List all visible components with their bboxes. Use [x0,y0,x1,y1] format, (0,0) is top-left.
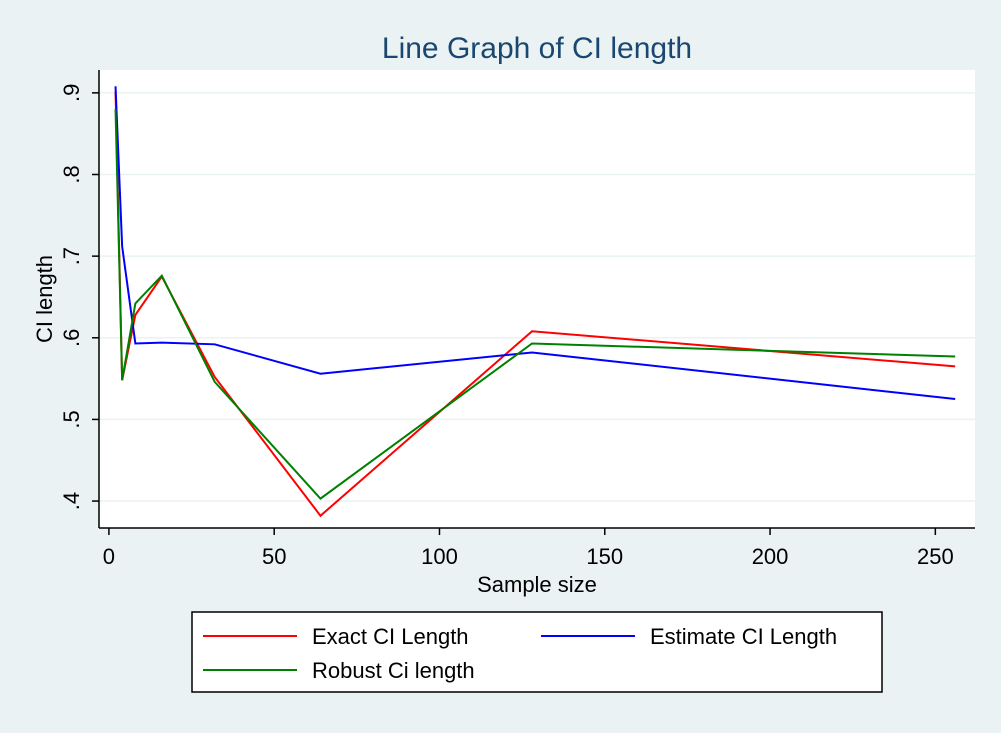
legend-label-robust-ci-length: Robust Ci length [312,658,475,683]
y-tick-label: .4 [59,492,84,510]
legend-box [191,611,883,693]
y-tick-label: .7 [59,247,84,265]
axes: .4 .5 .6 .7 .8 .9 0 50 100 150 200 250 [59,70,975,569]
y-axis-label: CI length [32,255,57,343]
x-tick-label: 250 [917,544,954,569]
plot-area [99,70,975,528]
x-tick-label: 50 [262,544,286,569]
legend: Exact CI Length Estimate CI Length Robus… [191,611,883,693]
y-tick-label: .5 [59,410,84,428]
series-line-robust-ci-length [114,109,956,500]
y-tick-label: .6 [59,329,84,347]
chart-title: Line Graph of CI length [382,32,692,65]
x-tick-label: 100 [421,544,458,569]
series-line-estimate-ci-length [114,86,956,401]
x-tick-label: 200 [752,544,789,569]
x-tick-label: 150 [586,544,623,569]
legend-label-estimate-ci-length: Estimate CI Length [650,624,837,649]
x-tick-label: 0 [103,544,115,569]
y-tick-label: .9 [59,84,84,102]
x-axis-label: Sample size [477,572,597,597]
series-lines [114,86,956,518]
legend-label-exact-ci-length: Exact CI Length [312,624,469,649]
grid-lines [99,92,975,502]
y-tick-label: .8 [59,165,84,183]
